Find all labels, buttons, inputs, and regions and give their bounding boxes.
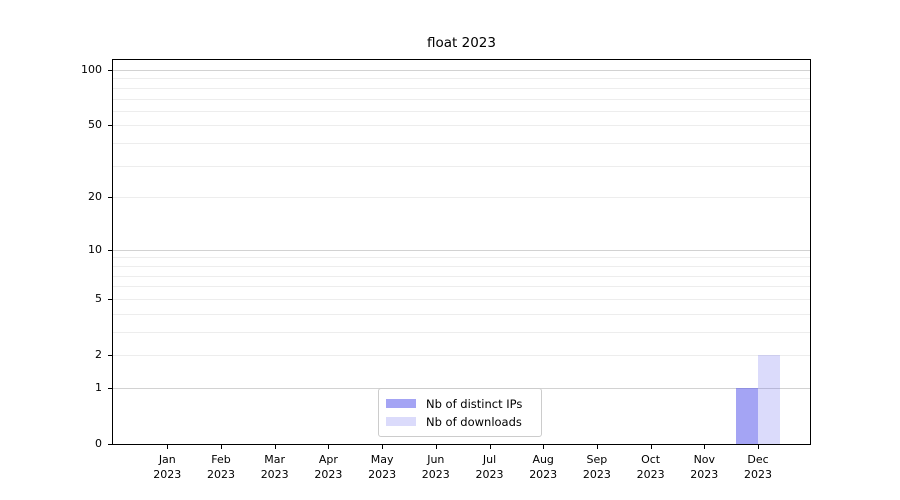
- y-tick-label: 100: [81, 63, 102, 76]
- y-tick-mark: [108, 444, 112, 445]
- x-tick-mark: [704, 445, 706, 449]
- y-tick-mark: [108, 387, 112, 389]
- minor-gridline: [113, 87, 810, 89]
- x-tick-label: Jul 2023: [475, 453, 504, 481]
- x-tick-label: Jun 2023: [421, 453, 450, 481]
- y-tick-mark: [108, 355, 112, 356]
- x-tick-label: Mar 2023: [260, 453, 289, 481]
- x-tick-label: Nov 2023: [690, 453, 719, 481]
- minor-gridline: [113, 331, 810, 333]
- minor-gridline: [113, 265, 810, 267]
- y-tick-mark: [108, 249, 112, 251]
- legend-swatch-icon: [386, 399, 416, 408]
- x-tick-mark: [543, 445, 545, 449]
- minor-gridline: [113, 313, 810, 315]
- y-tick-label: 50: [88, 118, 102, 132]
- minor-gridline: [113, 257, 810, 259]
- x-tick-mark: [435, 445, 437, 449]
- major-gridline: [113, 70, 810, 71]
- x-tick-mark: [758, 445, 759, 449]
- x-tick-mark: [650, 445, 652, 449]
- x-tick-mark: [596, 445, 598, 449]
- minor-gridline: [113, 275, 810, 277]
- x-tick-label: Apr 2023: [314, 453, 343, 481]
- x-tick-label: Dec 2023: [744, 453, 772, 481]
- y-tick-mark: [108, 298, 112, 300]
- x-tick-mark: [328, 445, 330, 449]
- x-tick-label: May 2023: [368, 453, 397, 481]
- minor-gridline: [113, 110, 810, 112]
- x-tick-mark: [221, 445, 222, 449]
- legend-item: Nb of distinct IPs: [386, 397, 534, 411]
- minor-gridline: [113, 355, 810, 356]
- legend-swatch-icon: [386, 417, 416, 426]
- legend-label: Nb of downloads: [426, 414, 522, 429]
- x-tick-label: Oct 2023: [636, 453, 665, 481]
- bar-nb-of-distinct-ips: [735, 387, 758, 444]
- minor-gridline: [113, 98, 810, 100]
- y-tick-label: 20: [88, 190, 102, 204]
- x-tick-mark: [167, 445, 169, 449]
- y-tick-mark: [108, 70, 112, 71]
- y-tick-label: 2: [95, 348, 102, 361]
- y-tick-label: 0: [95, 437, 102, 450]
- y-tick-label: 1: [95, 380, 102, 394]
- bar-nb-of-downloads: [757, 355, 780, 444]
- chart-title: float 2023: [427, 35, 496, 51]
- minor-gridline: [113, 298, 810, 300]
- y-tick-mark: [108, 197, 112, 199]
- minor-gridline: [113, 165, 810, 167]
- legend-item: Nb of downloads: [386, 415, 534, 429]
- x-tick-label: Feb 2023: [207, 453, 235, 481]
- minor-gridline: [113, 125, 810, 127]
- x-tick-mark: [274, 445, 276, 449]
- y-tick-mark: [108, 125, 112, 127]
- legend-label: Nb of distinct IPs: [426, 396, 523, 411]
- legend: Nb of distinct IPs Nb of downloads: [378, 388, 542, 437]
- x-tick-label: Sep 2023: [582, 453, 611, 481]
- minor-gridline: [113, 143, 810, 145]
- y-tick-label: 5: [95, 291, 102, 305]
- x-tick-mark: [382, 445, 384, 449]
- x-tick-label: Jan 2023: [153, 453, 182, 481]
- major-gridline: [113, 249, 810, 251]
- x-tick-label: Aug 2023: [529, 453, 558, 481]
- y-tick-label: 10: [88, 242, 102, 256]
- minor-gridline: [113, 78, 810, 80]
- minor-gridline: [113, 197, 810, 199]
- x-tick-mark: [489, 445, 491, 449]
- minor-gridline: [113, 286, 810, 288]
